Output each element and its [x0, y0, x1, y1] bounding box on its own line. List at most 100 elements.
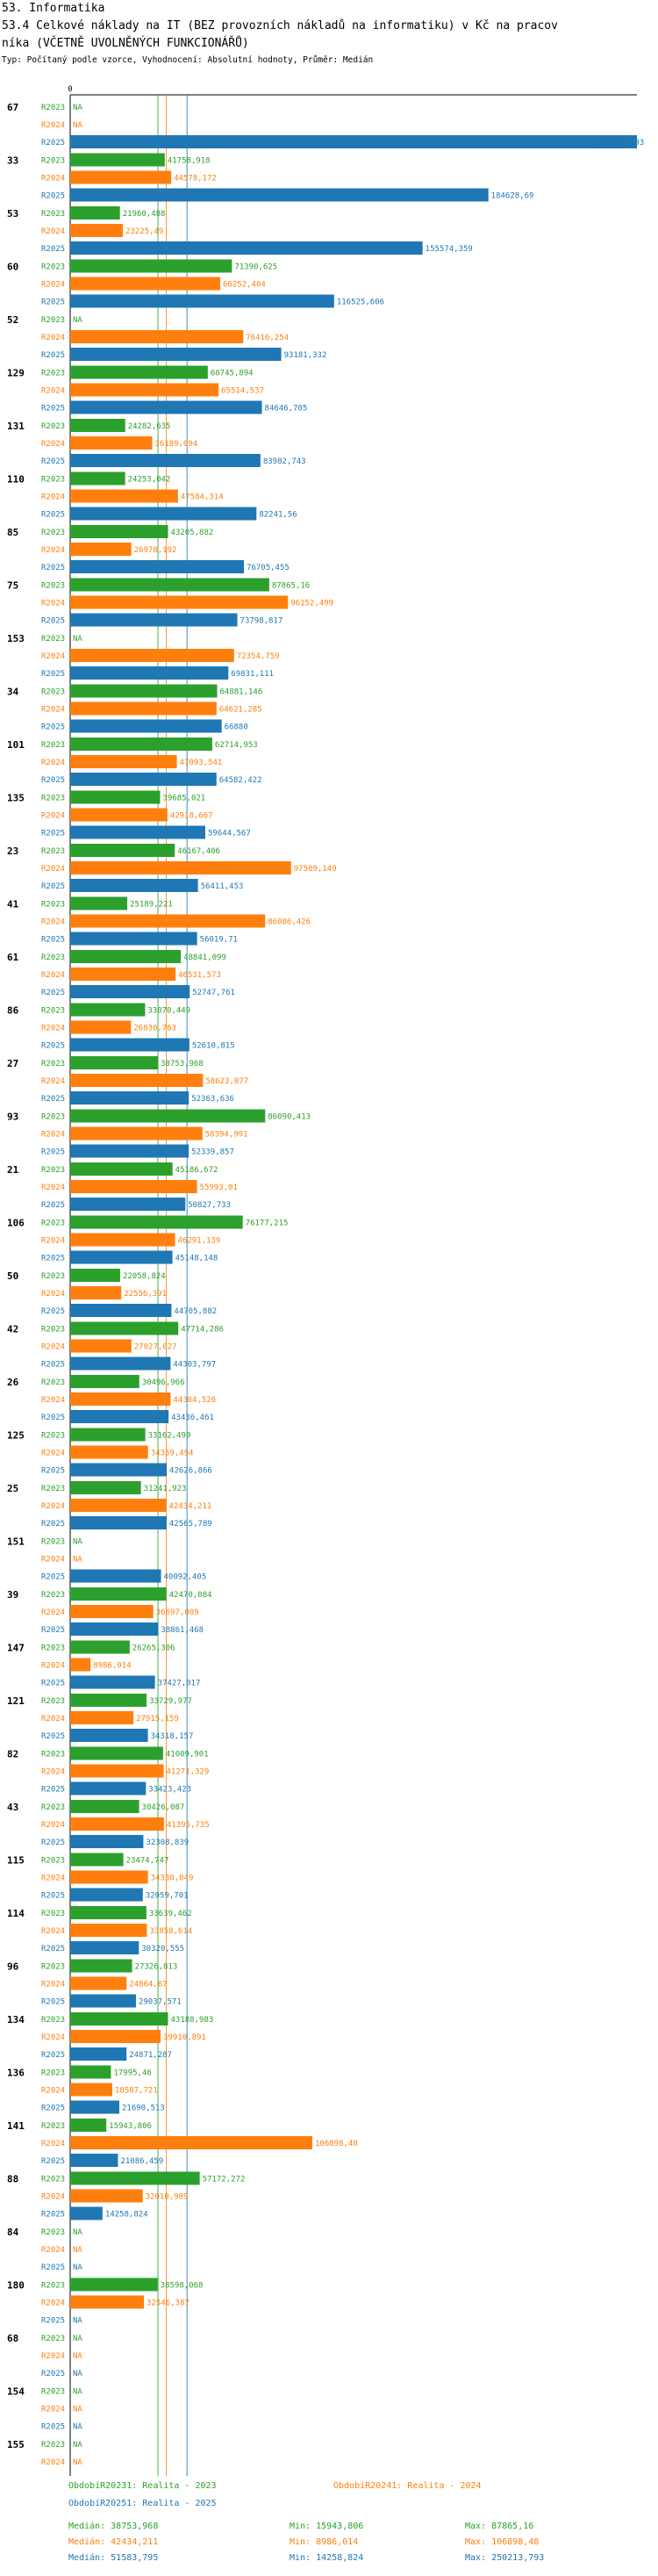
series-label-r2025: R2025	[41, 2211, 65, 2220]
bar-r2025	[70, 879, 198, 892]
series-label-r2025: R2025	[41, 936, 65, 945]
series-label-r2023: R2023	[41, 370, 65, 378]
series-label-r2024: R2024	[41, 1874, 65, 1883]
series-label-r2025: R2025	[41, 989, 65, 997]
data-label-r2024: 41395,735	[167, 1821, 210, 1830]
bar-r2025	[70, 1781, 147, 1795]
series-label-r2023: R2023	[41, 2016, 65, 2025]
group-label: 106	[7, 1218, 25, 1229]
series-label-r2023: R2023	[41, 2335, 65, 2343]
data-label-r2023: 57172,272	[203, 2176, 246, 2184]
data-label-r2024: 18587,721	[115, 2087, 158, 2096]
data-label-r2023: 86090,413	[268, 1113, 311, 1122]
group-label: 115	[7, 1855, 25, 1867]
data-label-r2025: 59644,567	[208, 830, 251, 838]
data-label-r2025: 155574,359	[426, 245, 473, 254]
data-label-r2023: 30496,966	[142, 1378, 185, 1387]
data-label-r2023: 76177,215	[246, 1220, 289, 1228]
min-r2025: Min: 14258,824	[290, 2553, 364, 2563]
series-label-r2023: R2023	[41, 2388, 65, 2397]
legend-r2024: ObdobíR20241: Realita - 2024	[333, 2481, 482, 2491]
series-label-r2024: R2024	[41, 1025, 65, 1033]
data-label-r2024: 34330,049	[151, 1874, 194, 1883]
chart-title-line-2: níka (VČETNĚ UVOLNĚNÝCH FUNKCIONÁŘŮ)	[2, 37, 249, 50]
series-label-r2023: R2023	[41, 1910, 65, 1918]
bar-r2025	[70, 1250, 173, 1264]
series-label-r2023: R2023	[41, 476, 65, 485]
data-label-r2023: 43205,882	[171, 529, 214, 537]
bar-r2024	[70, 2189, 143, 2203]
bar-r2025	[70, 1888, 143, 1902]
series-label-r2025: R2025	[41, 139, 65, 148]
data-label-r2024: 97509,149	[294, 865, 337, 874]
series-label-r2024: R2024	[41, 1662, 65, 1671]
series-label-r2024: R2024	[41, 1927, 65, 1936]
bar-r2023	[70, 950, 182, 963]
series-label-r2025: R2025	[41, 1998, 65, 2007]
series-label-r2025: R2025	[41, 1892, 65, 1901]
data-label-r2023: 39685,021	[162, 795, 205, 803]
series-label-r2025: R2025	[41, 2370, 65, 2378]
bar-r2025	[70, 719, 222, 733]
series-label-r2024: R2024	[41, 971, 65, 980]
bar-r2024	[70, 436, 153, 450]
data-label-r2023: 87865,16	[272, 582, 310, 591]
data-label-r2024: 33858,614	[149, 1927, 192, 1936]
group-label: 125	[7, 1430, 25, 1442]
series-label-r2023: R2023	[41, 2441, 65, 2450]
median-r2024: Medián: 42434,211	[68, 2537, 159, 2547]
group-label: 42	[7, 1324, 18, 1335]
x-axis-zero-label: 0	[68, 85, 72, 94]
bar-r2025	[70, 1623, 159, 1636]
group-label: 86	[7, 1005, 19, 1017]
bar-r2024	[70, 1605, 154, 1618]
data-label-r2024: 96152,499	[290, 600, 333, 608]
group-label: 141	[7, 2120, 25, 2132]
series-label-r2023: R2023	[41, 847, 65, 856]
data-label-r2024: 106898,48	[315, 2140, 358, 2148]
series-label-r2024: R2024	[41, 2087, 65, 2096]
series-label-r2025: R2025	[41, 1680, 65, 1688]
series-label-r2025: R2025	[41, 351, 65, 360]
bar-r2025	[70, 1410, 169, 1423]
bar-r2024	[70, 808, 168, 822]
series-label-r2023: R2023	[41, 316, 65, 325]
data-label-r2025: 64582,422	[219, 776, 262, 785]
bar-r2023	[70, 2012, 168, 2026]
group-label: 93	[7, 1112, 18, 1123]
bar-r2023	[70, 259, 232, 273]
data-label-r2023: 41758,918	[168, 157, 211, 166]
bar-r2024	[70, 1180, 197, 1193]
series-label-r2025: R2025	[41, 830, 65, 838]
data-label-r2023: 27326,813	[135, 1963, 178, 1972]
series-label-r2024: R2024	[41, 546, 65, 555]
group-label: 180	[7, 2280, 25, 2292]
bar-r2025	[70, 773, 217, 786]
series-label-r2025: R2025	[41, 299, 65, 307]
series-label-r2024: R2024	[41, 1343, 65, 1352]
bar-r2024	[70, 1286, 122, 1299]
data-label-r2024: NA	[73, 2406, 82, 2414]
bar-r2024	[70, 543, 132, 556]
data-label-r2023: NA	[73, 2441, 82, 2450]
bar-r2025	[70, 613, 238, 627]
data-label-r2025: 44303,797	[173, 1361, 216, 1370]
data-label-r2024: 76416,254	[246, 334, 289, 342]
series-label-r2024: R2024	[41, 2033, 65, 2042]
series-label-r2025: R2025	[41, 1467, 65, 1476]
group-label: 153	[7, 633, 25, 644]
bar-r2024	[70, 1445, 148, 1459]
data-label-r2024: 27915,159	[136, 1715, 179, 1723]
group-label: 85	[7, 527, 18, 538]
group-label: 50	[7, 1270, 18, 1282]
series-label-r2024: R2024	[41, 1077, 65, 1086]
data-label-r2024: 39910,891	[163, 2033, 206, 2042]
series-label-r2023: R2023	[41, 1644, 65, 1653]
data-label-r2023: 24282,635	[128, 422, 171, 431]
data-label-r2024: 72354,759	[237, 652, 280, 661]
data-label-r2024: 58394,991	[205, 1131, 248, 1140]
data-label-r2023: 21960,488	[123, 210, 166, 219]
group-label: 135	[7, 793, 25, 804]
bar-r2024	[70, 861, 291, 874]
data-label-r2023: 45186,672	[175, 1166, 218, 1175]
